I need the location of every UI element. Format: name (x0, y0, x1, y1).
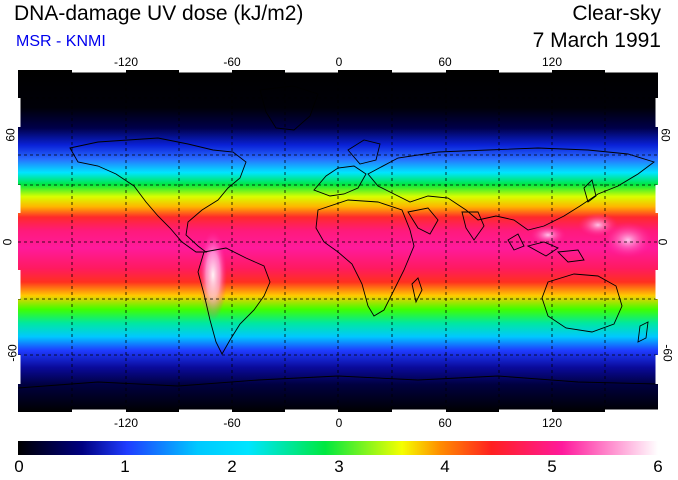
pacific-hotspot (603, 222, 653, 258)
lon-tick-bottom: -120 (113, 416, 139, 430)
lon-tick-bottom: 120 (541, 416, 563, 430)
lon-tick-top: -120 (113, 55, 139, 69)
lon-tick-bottom: -60 (223, 416, 241, 430)
lat-tick-right: -60 (660, 344, 675, 362)
andes-hotspot (199, 230, 227, 320)
colorbar-label: 1 (120, 457, 130, 476)
pacific-hotspot (530, 225, 566, 245)
colorbar-label: 6 (653, 457, 663, 476)
lon-tick-top: -60 (223, 55, 241, 69)
lon-tick-top: 60 (438, 55, 452, 69)
colorbar-gradient (18, 441, 658, 455)
data-source-label: MSR - KNMI (16, 33, 106, 50)
lon-tick-top: 0 (335, 55, 343, 69)
uv-dose-map (18, 70, 658, 412)
pacific-hotspot (578, 213, 618, 237)
lon-tick-bottom: 0 (335, 416, 343, 430)
date-label: 7 March 1991 (532, 29, 661, 52)
colorbar-label: 4 (440, 457, 450, 476)
sky-condition-label: Clear-sky (572, 2, 661, 25)
map-title: DNA-damage UV dose (kJ/m2) (14, 2, 304, 25)
colorbar-label: 5 (547, 457, 557, 476)
lon-tick-bottom: 60 (438, 416, 452, 430)
colorbar-label: 0 (14, 457, 24, 476)
colorbar-label: 2 (227, 457, 237, 476)
lon-tick-top: 120 (541, 55, 563, 69)
lat-tick-left: 0 (0, 238, 15, 246)
colorbar-label: 3 (334, 457, 344, 476)
lat-tick-right: 60 (658, 128, 673, 142)
frame-ticks (18, 70, 658, 412)
graticule (18, 70, 658, 412)
colorbar (18, 441, 658, 455)
lat-tick-left: 60 (3, 128, 18, 142)
